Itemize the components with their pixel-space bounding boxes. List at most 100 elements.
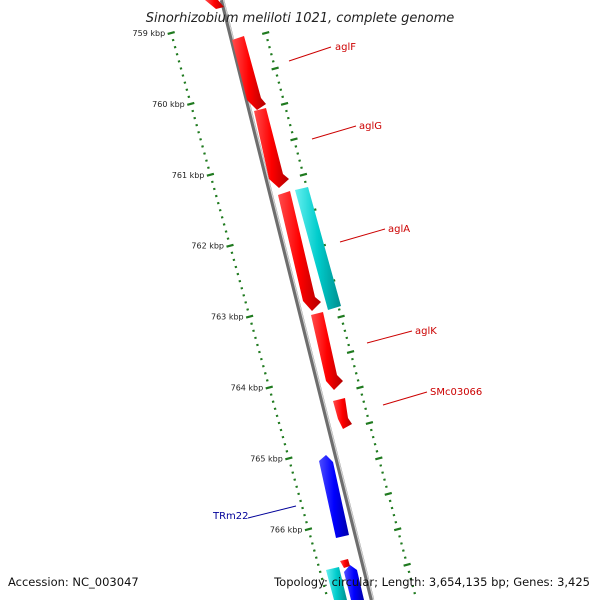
scale-tick-minor (205, 159, 208, 162)
scale-tick-minor (256, 343, 259, 347)
leader-TRm22 (247, 505, 297, 519)
gene-label-aglF[interactable]: aglF (335, 42, 356, 53)
scale-tick-major (384, 491, 393, 496)
scale-tick-minor (271, 60, 275, 63)
scale-tick-minor (236, 272, 240, 276)
scale-tick-minor (409, 577, 413, 581)
scale-tick-minor (400, 542, 403, 545)
scale-tick-minor (305, 520, 308, 524)
scale-tick-minor (187, 95, 191, 99)
scale-tick-minor (314, 556, 318, 559)
scale-tick-minor (366, 414, 369, 418)
scale-tick-major (206, 172, 215, 177)
gene-arrow-bottom-cyan-partial[interactable] (326, 567, 347, 600)
scale-tick-major (393, 527, 402, 532)
gene-arrow-aglF[interactable] (232, 36, 266, 110)
scale-tick-minor (214, 194, 218, 198)
gene-arrow-aglG[interactable] (254, 108, 289, 188)
scale-tick-minor (254, 336, 257, 340)
scale-tick-minor (312, 549, 316, 552)
scale-tick-major (356, 385, 364, 390)
scale-tick-minor (224, 230, 228, 233)
scale-tick-major (337, 314, 345, 319)
scale-label: 759 kbp (133, 29, 166, 38)
scale-tick-major (186, 101, 195, 106)
scale-tick-minor (240, 286, 244, 290)
scale-tick-major (299, 172, 308, 177)
leader-SMc03066 (382, 391, 428, 406)
gene-label-TRm22[interactable]: TRm22 (212, 511, 249, 522)
scale-tick-minor (322, 584, 326, 588)
scale-tick-minor (285, 109, 288, 113)
gene-label-leaders (247, 46, 428, 519)
leader-aglG (311, 125, 357, 140)
scale-tick-minor (177, 60, 181, 63)
gene-arrow-bottom-red-partial[interactable] (340, 559, 350, 568)
scale-tick-minor (263, 372, 267, 375)
scale-tick-major (245, 314, 254, 319)
gene-arrow-aglA-rna[interactable] (295, 187, 341, 310)
scale-tick-minor (298, 159, 302, 162)
scale-tick-minor (220, 216, 224, 219)
scale-tick-minor (309, 535, 312, 538)
scale-tick-minor (238, 279, 242, 283)
scale-tick-minor (347, 343, 351, 347)
scale-tick-minor (277, 81, 281, 84)
scale-tick-minor (289, 464, 293, 467)
scale-tick-minor (301, 506, 304, 510)
gene-label-SMc03066[interactable]: SMc03066 (430, 387, 482, 398)
scale-tick-minor (398, 535, 401, 538)
scale-tick-minor (385, 485, 388, 489)
scale-tick-minor (260, 357, 263, 361)
scale-tick-minor (252, 329, 255, 333)
gene-arrow-TRm22[interactable] (319, 455, 349, 538)
scale-tick-major (280, 101, 289, 106)
scale-tick-minor (281, 95, 285, 99)
scale-tick-minor (294, 145, 298, 148)
gene-label-aglG[interactable]: aglG (359, 121, 382, 132)
scale-tick-minor (299, 499, 302, 503)
scale-tick-minor (285, 450, 289, 453)
scale-tick-minor (320, 577, 324, 581)
scale-tick-minor (203, 152, 206, 155)
gene-arrow-bottom-blue-partial[interactable] (344, 565, 364, 600)
scale-tick-minor (250, 322, 253, 325)
scale-tick-minor (258, 350, 261, 354)
gene-arrow-aglK[interactable] (311, 312, 343, 390)
scale-tick-minor (275, 414, 279, 418)
scale-tick-minor (216, 201, 220, 205)
scale-tick-minor (197, 130, 200, 134)
scale-tick-minor (210, 180, 214, 184)
scale-tick-minor (171, 38, 175, 42)
scale-tick-minor (246, 308, 250, 311)
scale-tick-minor (275, 74, 279, 77)
scale-tick-minor (269, 393, 273, 396)
scale-tick-minor (261, 364, 265, 368)
scale-tick-minor (303, 513, 306, 517)
leader-aglA (339, 228, 386, 243)
scale-tick-minor (381, 471, 384, 474)
scale-tick-major (271, 66, 279, 71)
scale-label: 764 kbp (231, 384, 264, 393)
gene-label-aglA[interactable]: aglA (388, 224, 410, 235)
scale-tick-minor (191, 109, 195, 113)
gene-arrow-top-partial[interactable] (205, 0, 224, 9)
scale-tick-minor (293, 478, 297, 481)
scale-tick-minor (283, 442, 287, 446)
scale-tick-major (290, 137, 298, 142)
scale-tick-minor (279, 88, 283, 91)
gene-label-aglK[interactable]: aglK (415, 326, 437, 337)
scale-tick-minor (369, 428, 373, 432)
scale-tick-minor (232, 258, 236, 262)
scale-tick-minor (281, 435, 285, 439)
scale-tick-minor (373, 442, 377, 446)
scale-tick-minor (324, 591, 328, 595)
scale-tick-minor (303, 180, 307, 184)
gene-arrow-aglA[interactable] (278, 191, 321, 311)
gene-arrow-SMc03066[interactable] (333, 398, 352, 429)
accession-text: Accession: NC_003047 (8, 575, 139, 589)
scale-label: 765 kbp (250, 454, 283, 463)
scale-tick-major (365, 420, 374, 425)
scale-tick-minor (226, 237, 230, 240)
